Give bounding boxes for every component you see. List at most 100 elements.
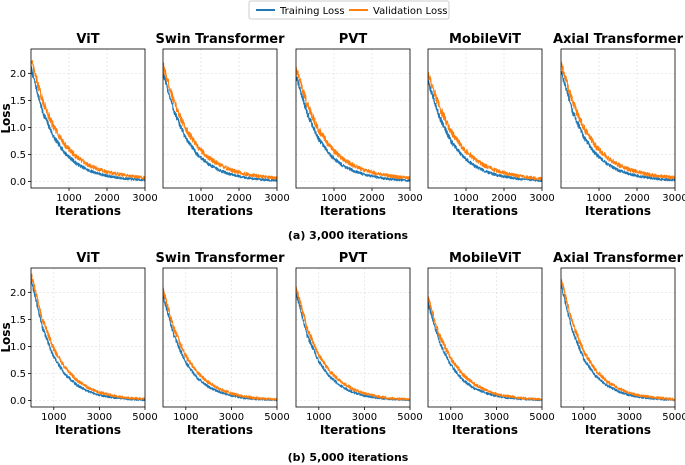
x-tick-label: 2000 [359,193,384,204]
x-axis-label: Iterations [585,423,651,437]
subplot-0-4: 1000 2000 3000 Axial Transformer Iterations [553,32,685,218]
x-tick-label: 3000 [264,193,289,204]
series-line-training [163,72,277,182]
y-axis-label: Loss [0,103,13,133]
x-tick-label: 1000 [188,193,213,204]
legend-label-validation: Validation Loss [373,6,448,17]
x-tick-label: 1000 [438,412,463,423]
subplot-title: ViT [76,32,99,47]
subplot-0-0: 1000 2000 3000 0.0 0.5 1.0 1.5 2.0 ViT Iterations… [0,32,158,218]
x-axis-label: Iterations [320,423,386,437]
x-tick-label: 1000 [571,412,596,423]
x-tick-label: 1000 [586,193,611,204]
series-line-validation [561,278,675,401]
axes-frame [560,267,676,408]
axes-frame [295,48,411,189]
series-line-validation [296,286,410,402]
y-tick-label: 0.5 [10,150,26,161]
caption-a: (a) 3,000 iterations [288,229,409,242]
y-tick-label: 0.0 [10,177,26,188]
subplot-1-2: 1000 3000 5000 PVT Iterations [295,251,423,437]
legend: Training Loss Validation Loss [248,0,450,20]
legend-label-training: Training Loss [279,6,345,17]
x-tick-label: 3000 [662,193,685,204]
x-tick-label: 5000 [397,412,422,423]
subplot-0-3: 1000 2000 3000 MobileViT Iterations [427,32,555,218]
x-axis-label: Iterations [452,423,518,437]
x-axis-label: Iterations [55,204,121,218]
axes-frame [30,48,146,189]
x-tick-label: 1000 [453,193,478,204]
series-line-validation [561,61,675,180]
axes-frame [560,48,676,189]
x-tick-label: 3000 [132,193,157,204]
x-tick-label: 3000 [397,193,422,204]
y-tick-label: 1.5 [10,315,26,326]
series-line-training [31,65,145,182]
x-axis-label: Iterations [55,423,121,437]
subplot-title: Axial Transformer [553,32,684,47]
x-tick-label: 1000 [56,193,81,204]
subplot-1-1: 1000 3000 5000 Swin Transformer Iterations [156,251,290,437]
subplot-0-1: 1000 2000 3000 Swin Transformer Iterations [156,32,290,218]
x-tick-label: 1000 [321,193,346,204]
y-tick-label: 2.0 [10,69,26,80]
plot-area [163,268,277,407]
x-axis-label: Iterations [187,204,253,218]
y-tick-label: 2.0 [10,288,26,299]
plot-area [428,268,542,407]
x-tick-label: 5000 [529,412,554,423]
x-axis-label: Iterations [320,204,386,218]
subplot-1-3: 1000 3000 5000 MobileViT Iterations [427,251,555,437]
subplot-title: PVT [339,32,368,47]
x-axis-label: Iterations [187,423,253,437]
series-line-validation [163,287,277,401]
plot-area [561,268,675,407]
y-tick-label: 0.5 [10,369,26,380]
x-tick-label: 3000 [617,412,642,423]
x-tick-label: 3000 [219,412,244,423]
subplot-1-4: 1000 3000 5000 Axial Transformer Iterations [553,251,685,437]
subplot-0-2: 1000 2000 3000 PVT Iterations [295,32,423,218]
x-tick-label: 5000 [132,412,157,423]
x-tick-label: 5000 [662,412,685,423]
x-tick-label: 1000 [173,412,198,423]
y-axis-label: Loss [0,322,13,352]
series-line-training [428,79,542,182]
y-tick-label: 0.0 [10,396,26,407]
x-tick-label: 2000 [491,193,516,204]
axes-frame [30,267,146,408]
subplot-title: Swin Transformer [156,251,286,266]
series-line-validation [296,66,410,180]
axes-frame [427,48,543,189]
axes-frame [295,267,411,408]
series-line-training [31,277,145,402]
subplot-title: PVT [339,251,368,266]
x-axis-label: Iterations [452,204,518,218]
series-line-validation [31,59,145,180]
plot-area [561,49,675,188]
y-tick-label: 1.5 [10,96,26,107]
axes-frame [162,48,278,189]
x-tick-label: 3000 [352,412,377,423]
series-line-training [561,283,675,402]
x-tick-label: 5000 [264,412,289,423]
series-line-training [561,71,675,182]
x-tick-label: 2000 [624,193,649,204]
x-tick-label: 1000 [41,412,66,423]
axes-frame [427,267,543,408]
subplot-title: MobileViT [449,251,521,266]
x-tick-label: 3000 [87,412,112,423]
series-line-validation [428,71,542,181]
x-tick-label: 3000 [529,193,554,204]
subplot-1-0: 1000 3000 5000 0.0 0.5 1.0 1.5 2.0 ViT Iterations… [0,251,158,437]
subplot-title: Axial Transformer [553,251,684,266]
x-tick-label: 2000 [94,193,119,204]
series-line-validation [163,62,277,180]
subplot-title: MobileViT [449,32,521,47]
x-tick-label: 2000 [226,193,251,204]
caption-b: (b) 5,000 iterations [288,451,409,464]
panels: 1000 2000 3000 0.0 0.5 1.0 1.5 2.0 ViT Iterations… [0,32,685,437]
series-line-training [296,76,410,182]
